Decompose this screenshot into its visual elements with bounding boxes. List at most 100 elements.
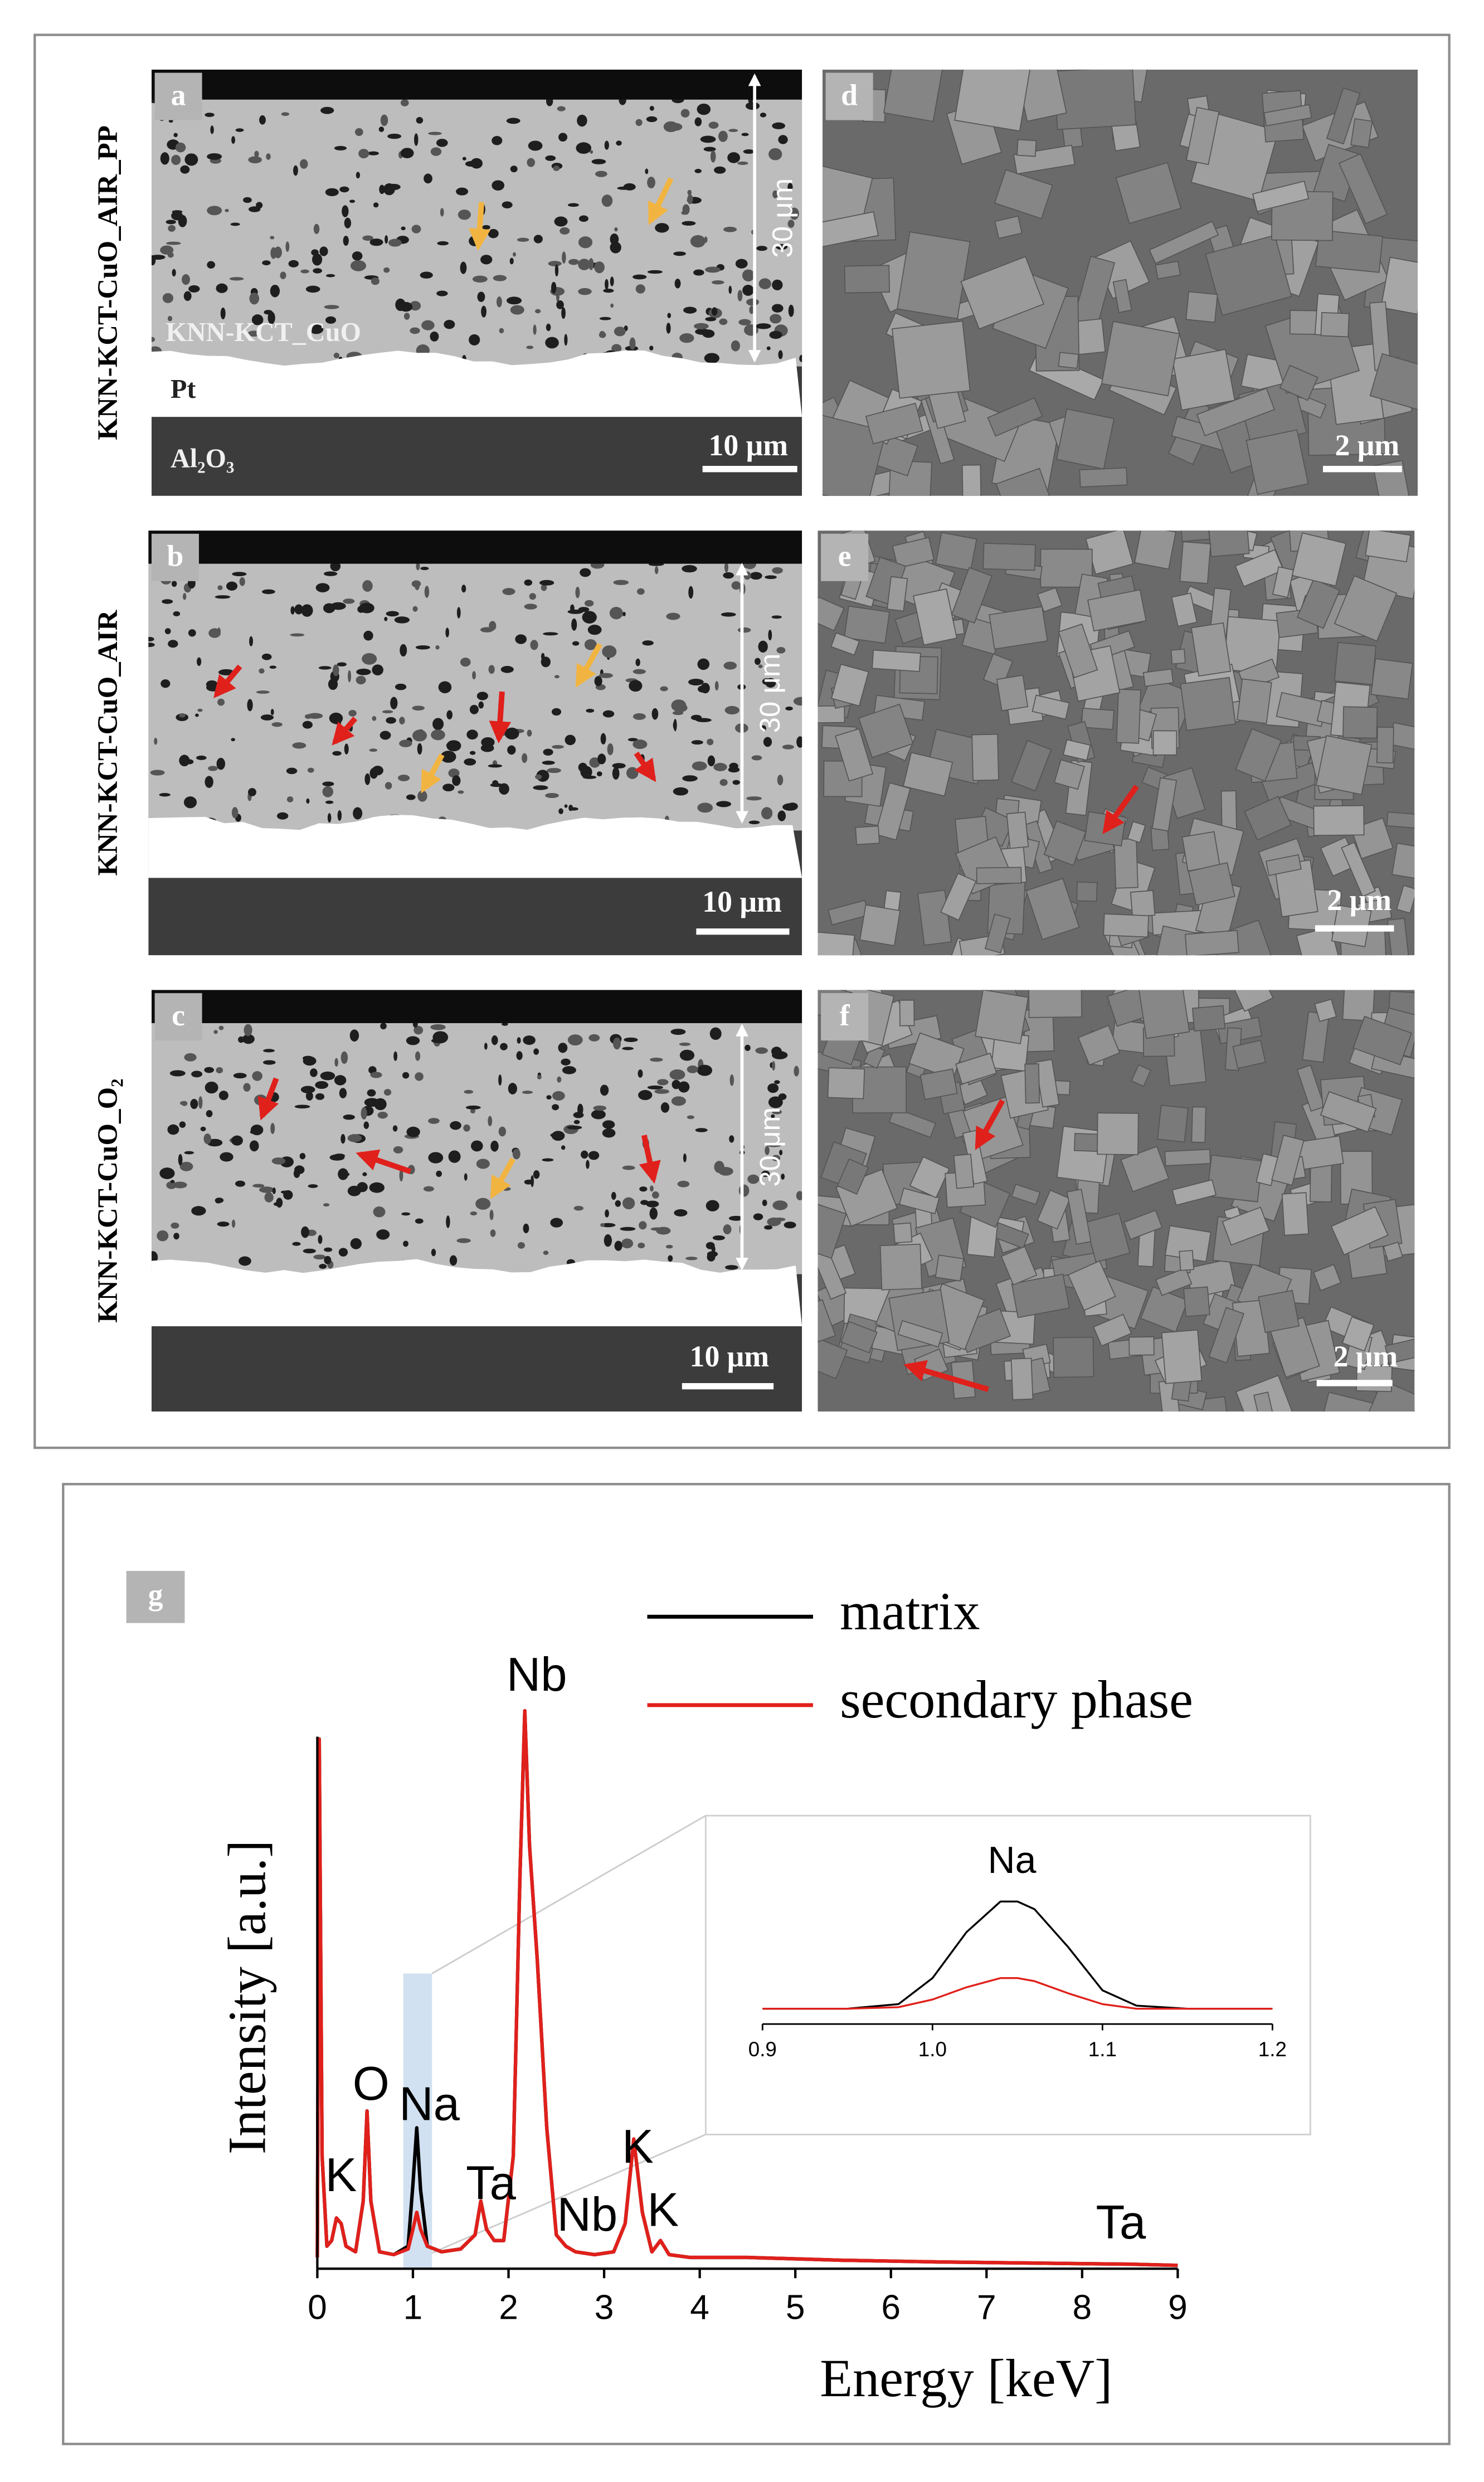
pore <box>216 283 228 293</box>
pore <box>472 671 476 680</box>
pore <box>488 1116 493 1127</box>
pore <box>646 1200 659 1208</box>
pore <box>184 1053 197 1062</box>
pore <box>737 161 748 166</box>
pore <box>737 290 743 301</box>
pore <box>450 1121 461 1130</box>
pore <box>609 607 623 620</box>
pore <box>572 641 580 646</box>
pore <box>697 658 710 670</box>
pore <box>409 301 421 311</box>
pore <box>492 180 505 191</box>
grain <box>1000 1245 1038 1286</box>
pore <box>694 117 702 126</box>
panel-label-box <box>126 1571 185 1623</box>
pore <box>208 766 218 771</box>
pore <box>490 1140 499 1152</box>
pore <box>274 246 282 259</box>
peak-label: Nb <box>557 2188 618 2241</box>
pore <box>216 1067 223 1074</box>
pore <box>673 251 686 256</box>
pore <box>621 1238 634 1249</box>
pore <box>756 323 771 329</box>
grain <box>872 649 921 672</box>
pore <box>452 775 461 786</box>
pore <box>267 312 275 324</box>
pore <box>654 1089 670 1094</box>
pore <box>400 148 414 158</box>
grain <box>935 1254 965 1282</box>
pore <box>207 261 216 269</box>
pore <box>369 239 383 246</box>
pore <box>415 1072 424 1081</box>
pore <box>498 1074 502 1086</box>
pore <box>492 780 499 786</box>
grain <box>951 567 992 624</box>
pore <box>270 284 280 298</box>
pore <box>582 611 597 624</box>
pore <box>504 727 519 740</box>
pore <box>256 690 270 694</box>
pore <box>395 683 407 690</box>
pore <box>215 1198 224 1203</box>
pore <box>437 241 449 246</box>
pore <box>704 353 719 364</box>
pore <box>778 135 788 144</box>
grain <box>1058 623 1098 679</box>
grain <box>1396 884 1415 914</box>
pore <box>266 153 271 160</box>
pore <box>721 612 736 617</box>
grain <box>954 69 1032 132</box>
pore <box>157 1230 169 1242</box>
pore <box>649 106 654 111</box>
pore <box>723 1224 732 1235</box>
pore <box>369 767 378 779</box>
pore <box>413 1026 424 1035</box>
pore <box>348 670 352 683</box>
pore <box>788 304 794 317</box>
pore <box>173 1181 187 1189</box>
thickness-label: 30 μm <box>766 178 798 258</box>
pore <box>603 289 614 293</box>
thickness-label: 30 μm <box>754 654 786 733</box>
pore <box>679 1049 695 1061</box>
pore <box>567 1034 583 1046</box>
panel-label-box <box>154 72 202 120</box>
pore <box>469 704 479 714</box>
pore <box>387 133 402 139</box>
pore <box>604 140 609 150</box>
pore <box>247 788 256 796</box>
pore <box>239 577 245 586</box>
grain <box>1054 759 1085 790</box>
pore <box>581 1150 588 1159</box>
pore <box>242 1034 255 1044</box>
pore <box>309 324 324 334</box>
pore <box>292 742 306 749</box>
pore <box>207 206 222 216</box>
pore <box>484 1043 488 1050</box>
pore <box>424 586 430 598</box>
pore <box>600 733 606 744</box>
pore <box>464 1089 474 1094</box>
pore <box>249 1140 259 1152</box>
pore <box>523 1035 536 1045</box>
pore <box>294 1104 310 1109</box>
pore <box>622 1047 634 1050</box>
grain <box>1155 260 1181 280</box>
x-tick-label: 1 <box>403 2288 423 2327</box>
pore <box>401 226 406 231</box>
pore <box>264 1192 274 1203</box>
pore <box>173 1233 179 1240</box>
pore <box>507 745 516 755</box>
pore <box>181 1101 188 1106</box>
pore <box>347 1134 362 1142</box>
grain <box>1196 387 1276 437</box>
pore <box>249 636 254 646</box>
pore <box>568 203 579 207</box>
grain <box>898 1188 940 1215</box>
peak-label: O <box>353 2057 390 2110</box>
pore <box>600 1223 605 1227</box>
pore <box>358 149 369 159</box>
pore <box>207 153 222 160</box>
pore <box>315 1093 325 1100</box>
